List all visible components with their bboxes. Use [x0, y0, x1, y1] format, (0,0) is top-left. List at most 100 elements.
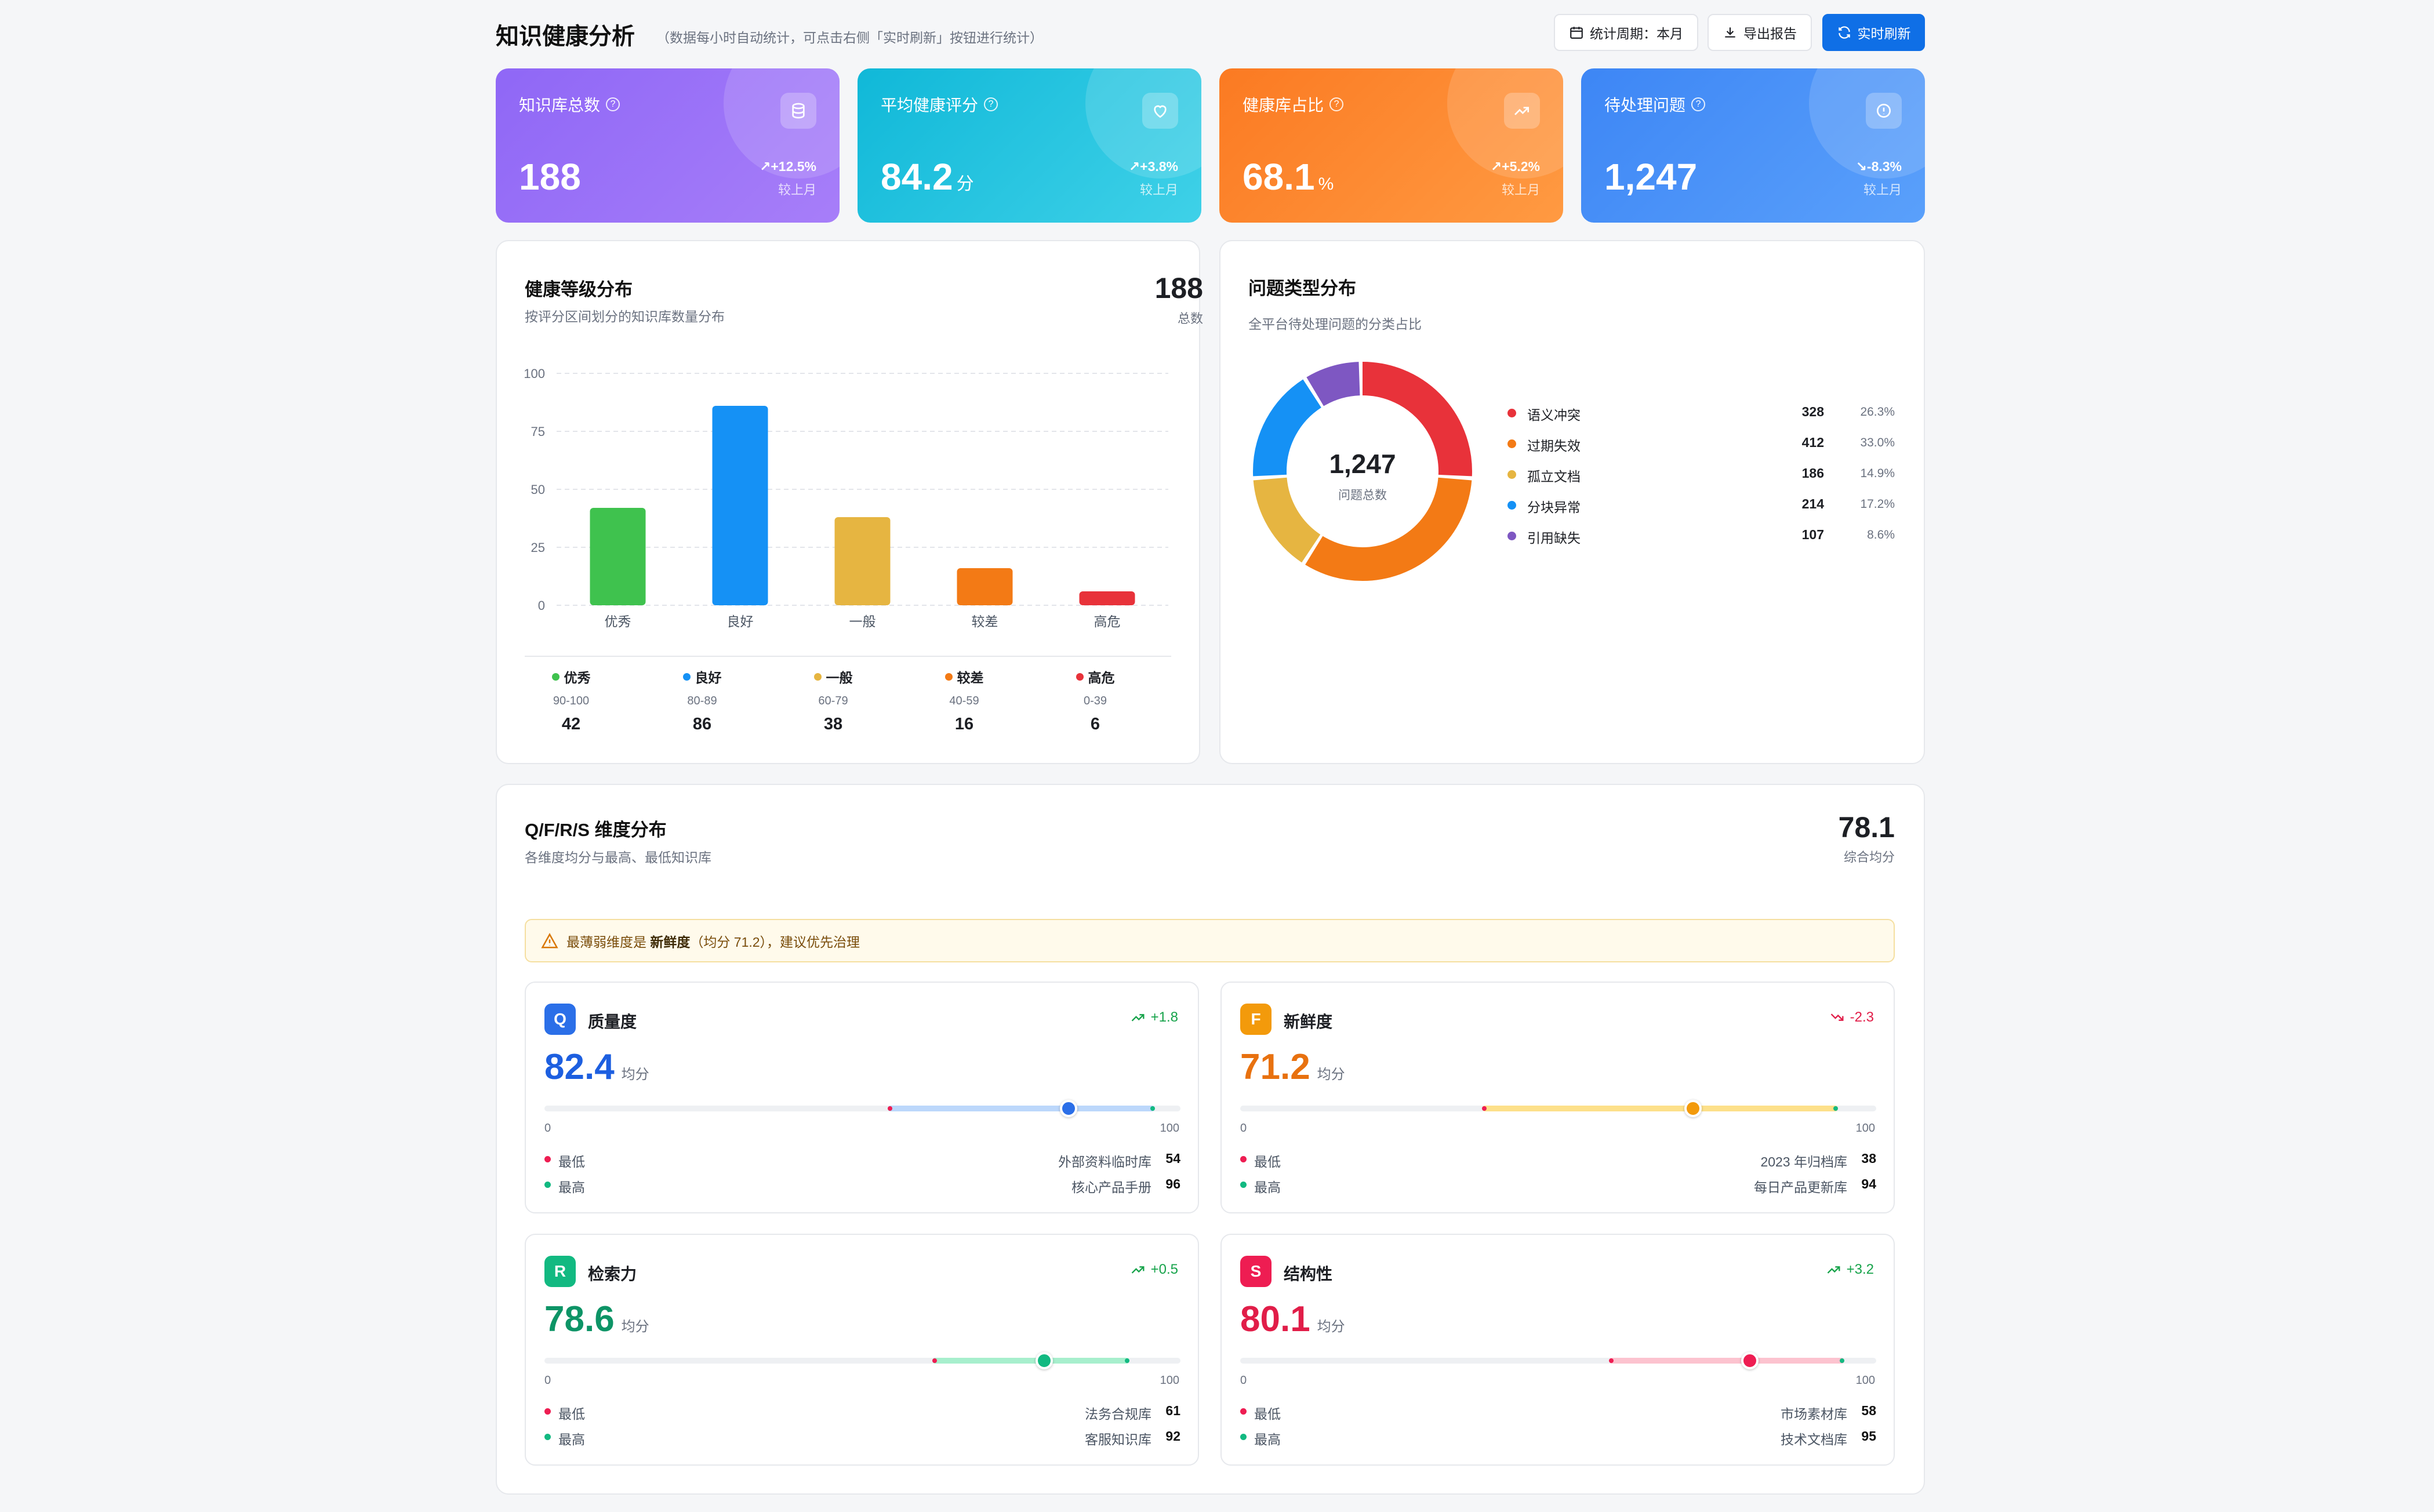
highest-kb-name[interactable]: 客服知识库	[1085, 1432, 1151, 1447]
dimension-card-r: R 检索力 +0.5 78.6 均分 0 100 最低 法务合规库 61 最高 客服知识库 92	[525, 1234, 1199, 1466]
help-icon[interactable]: ?	[984, 97, 998, 111]
lowest-kb-name[interactable]: 2023 年归档库	[1760, 1154, 1847, 1169]
lowest-kb-name[interactable]: 法务合规库	[1085, 1406, 1151, 1422]
dimension-range-fill	[1609, 1358, 1845, 1364]
kpi-card-pending-issues: 待处理问题? 1,247 ↘-8.3% 较上月	[1581, 68, 1925, 223]
highest-kb-name[interactable]: 技术文档库	[1781, 1432, 1847, 1447]
refresh-button[interactable]: 实时刷新	[1822, 14, 1925, 51]
y-tick-label: 0	[538, 598, 545, 613]
trend-up-icon	[1827, 1266, 1840, 1274]
kpi-trend: ↗+3.8%	[1128, 159, 1178, 174]
issue-legend-item[interactable]: 语义冲突 328 26.3%	[1507, 402, 1895, 425]
average-marker[interactable]	[1741, 1352, 1759, 1369]
bar-4[interactable]	[1079, 591, 1135, 605]
kpi-label-text: 平均健康评分	[881, 96, 979, 114]
database-icon	[780, 93, 816, 129]
issue-count: 107	[1801, 527, 1824, 542]
highest-kb-score: 94	[1861, 1176, 1876, 1191]
scale-max: 100	[1855, 1374, 1875, 1387]
scale-max: 100	[1160, 1374, 1179, 1387]
bar-1[interactable]	[712, 406, 768, 605]
bar-2[interactable]	[834, 517, 891, 605]
lowest-kb-score: 58	[1861, 1403, 1876, 1418]
kpi-value: 84.2 分	[881, 155, 974, 198]
donut-slice-3[interactable]	[1253, 362, 1472, 581]
kpi-label-text: 健康库占比	[1243, 96, 1324, 114]
issue-percent: 14.9%	[1860, 467, 1895, 480]
scale-max: 100	[1160, 1122, 1179, 1135]
highest-kb-score: 92	[1165, 1429, 1180, 1444]
grade-name: 高危	[1026, 667, 1165, 686]
x-tick-label: 良好	[727, 614, 754, 629]
help-icon[interactable]: ?	[1329, 97, 1344, 111]
dimension-range-track	[1240, 1100, 1876, 1117]
min-dot	[1240, 1408, 1247, 1415]
kpi-value-number: 84.2	[881, 156, 953, 198]
bar-0[interactable]	[590, 508, 646, 605]
trend-down-icon	[1830, 1013, 1844, 1021]
max-dot	[1240, 1434, 1247, 1440]
kpi-label: 平均健康评分?	[881, 93, 998, 116]
kpi-unit: 分	[956, 175, 974, 194]
grade-legend-item: 较差 40-59 16	[895, 667, 1034, 734]
dimension-card-q: Q 质量度 +1.8 82.4 均分 0 100 最低 外部资料临时库 54 最高 核心产品手册 96	[525, 982, 1199, 1213]
y-tick-label: 25	[531, 540, 545, 555]
issue-legend-item[interactable]: 过期失效 412 33.0%	[1507, 432, 1895, 456]
grade-color-dot	[682, 673, 691, 681]
kpi-label: 健康库占比?	[1243, 93, 1344, 116]
grade-name: 一般	[764, 667, 903, 686]
issue-legend-item[interactable]: 孤立文档 186 14.9%	[1507, 463, 1895, 486]
kpi-label: 待处理问题?	[1604, 93, 1706, 116]
grade-count: 6	[1090, 715, 1100, 733]
bar-3[interactable]	[957, 568, 1013, 605]
max-marker	[1125, 1358, 1130, 1363]
issue-count: 186	[1801, 466, 1824, 481]
grade-legend-item: 高危 0-39 6	[1026, 667, 1165, 734]
highest-kb-name[interactable]: 核心产品手册	[1071, 1180, 1151, 1195]
x-tick-label: 优秀	[605, 614, 631, 629]
average-marker[interactable]	[1684, 1100, 1702, 1117]
issue-name: 分块异常	[1527, 500, 1581, 515]
max-label: 最高	[1254, 1432, 1281, 1447]
health-total: 188	[1154, 272, 1203, 304]
issue-legend-item[interactable]: 分块异常 214 17.2%	[1507, 494, 1895, 517]
dimension-range-fill	[932, 1358, 1130, 1364]
kpi-trend: ↘-8.3%	[1855, 159, 1902, 174]
min-label: 最低	[1254, 1406, 1281, 1422]
kpi-trend-value: +5.2%	[1502, 159, 1540, 174]
average-marker[interactable]	[1036, 1352, 1053, 1369]
grade-name-text: 较差	[957, 670, 984, 685]
help-icon[interactable]: ?	[606, 97, 620, 111]
grade-range: 60-79	[818, 695, 848, 707]
period-selector-button[interactable]: 统计周期：本月	[1554, 14, 1698, 51]
min-label: 最低	[558, 1406, 585, 1422]
grade-count: 86	[692, 715, 712, 733]
issue-name: 引用缺失	[1527, 530, 1581, 546]
issue-legend-item[interactable]: 引用缺失 107 8.6%	[1507, 525, 1895, 548]
grade-range: 0-39	[1083, 695, 1107, 707]
grade-count: 16	[954, 715, 974, 733]
kpi-value: 68.1%	[1243, 155, 1334, 198]
donut-slice-1[interactable]	[1253, 362, 1472, 581]
dimension-score-unit: 均分	[621, 1067, 649, 1082]
issue-type-panel	[1219, 240, 1925, 764]
dimension-score-value: 82.4	[544, 1047, 615, 1087]
issue-count: 328	[1801, 404, 1824, 419]
kpi-value: 188	[519, 155, 581, 198]
min-marker	[1481, 1106, 1487, 1111]
donut-slice-0[interactable]	[1253, 362, 1472, 581]
lowest-kb-name[interactable]: 外部资料临时库	[1058, 1154, 1151, 1169]
lowest-kb-name[interactable]: 市场素材库	[1781, 1406, 1847, 1422]
lowest-kb-score: 38	[1861, 1151, 1876, 1166]
grade-name: 良好	[633, 667, 772, 686]
qfrs-overall-label: 综合均分	[1843, 850, 1895, 864]
issue-color-dot	[1507, 409, 1516, 417]
kpi-label: 知识库总数?	[519, 93, 620, 116]
average-marker[interactable]	[1059, 1100, 1077, 1117]
issue-donut-chart	[1253, 362, 1472, 581]
export-report-button[interactable]: 导出报告	[1708, 14, 1812, 51]
max-label: 最高	[558, 1432, 585, 1447]
help-icon[interactable]: ?	[1691, 97, 1706, 111]
highest-kb-name[interactable]: 每日产品更新库	[1754, 1180, 1847, 1195]
max-dot	[544, 1434, 551, 1440]
